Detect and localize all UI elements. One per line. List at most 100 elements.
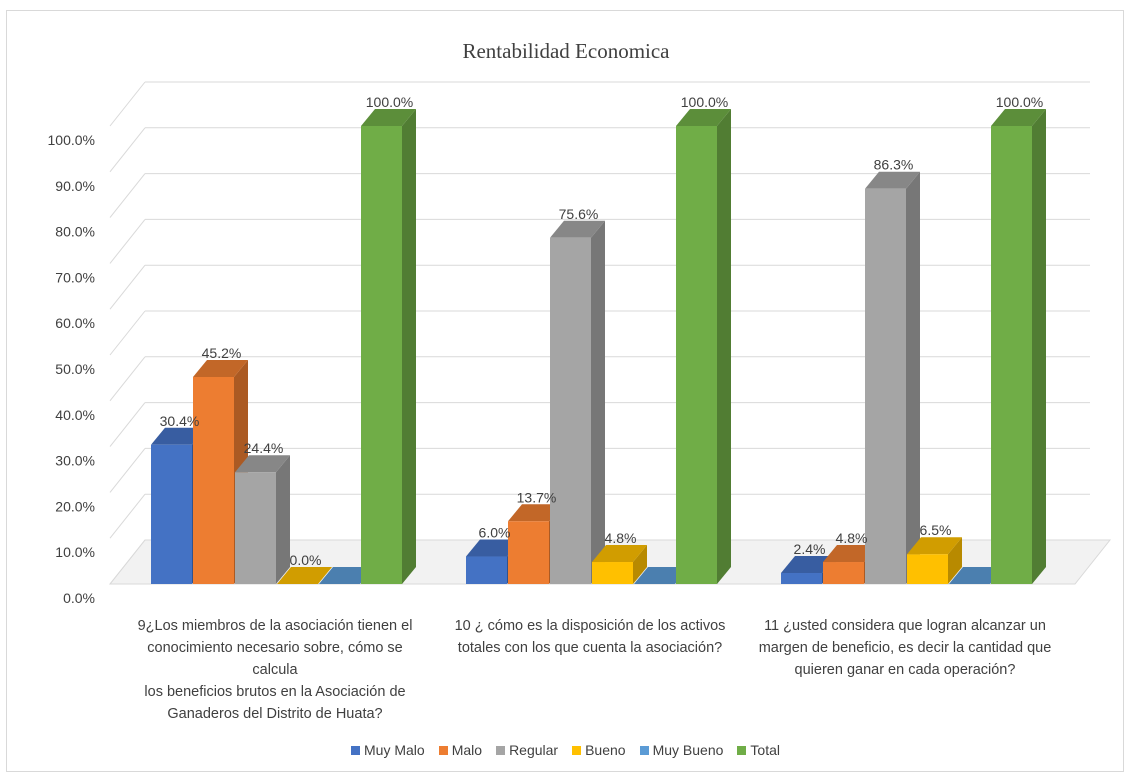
data-label: 100.0% [681, 94, 728, 110]
legend-item: Total [737, 742, 780, 758]
bar-side [276, 455, 290, 584]
bar-top [550, 220, 605, 238]
bar-top [151, 427, 206, 445]
x-category-label-line: totales con los que cuenta la asociación… [457, 640, 723, 656]
data-label: 4.8% [836, 530, 868, 546]
legend-label: Bueno [585, 742, 626, 758]
bar-top [949, 567, 1004, 584]
gridline-side [109, 493, 146, 539]
data-label: 2.4% [794, 541, 826, 557]
bar-front [466, 556, 507, 584]
chart-title: Rentabilidad Economica [462, 39, 670, 63]
x-category-label-line: 10 ¿ cómo es la disposición de los activ… [454, 618, 726, 634]
legend-swatch [496, 745, 506, 755]
gridline-side [109, 448, 146, 493]
y-tick-label: 10.0% [55, 544, 95, 560]
bar-front [550, 237, 591, 584]
legend-label: Malo [451, 742, 483, 758]
bar-side [717, 109, 731, 584]
bar-top [592, 545, 647, 563]
data-label: 13.7% [517, 489, 557, 505]
bar [865, 171, 920, 584]
bar-side [402, 109, 416, 584]
data-label: 6.0% [479, 525, 511, 541]
data-label: 0.0% [290, 552, 322, 568]
bar-top [781, 556, 836, 574]
bar-front [361, 126, 402, 584]
bar-top [823, 545, 878, 563]
legend-swatch [737, 745, 747, 755]
bar-side [948, 537, 962, 584]
legend-swatch [438, 745, 448, 755]
bar-side [906, 171, 920, 584]
bar-top [235, 455, 290, 473]
x-category-label-line: conocimiento necesario sobre, cómo se ca… [147, 640, 403, 678]
bar-top [676, 109, 731, 126]
gridline-side [109, 402, 146, 447]
bar-front [781, 573, 822, 584]
bar-top [907, 537, 962, 555]
bar [634, 567, 689, 584]
bar-top [991, 109, 1046, 126]
legend-item: Regular [496, 742, 558, 758]
legend-item: Malo [438, 742, 483, 758]
legend-label: Muy Malo [364, 742, 425, 758]
bar [235, 455, 290, 584]
gridline-side [109, 264, 146, 310]
gridline-side [109, 173, 146, 218]
y-tick-label: 60.0% [55, 315, 95, 331]
data-label: 100.0% [366, 94, 413, 110]
y-tick-label: 90.0% [55, 178, 95, 194]
bar [319, 567, 374, 584]
bar [361, 109, 416, 584]
x-category-label-line: 11 ¿usted considera que logran alcanzar … [764, 618, 1046, 634]
bar-front [193, 376, 234, 584]
data-label: 6.5% [920, 522, 952, 538]
y-tick-label: 70.0% [55, 269, 95, 285]
legend-item: Muy Bueno [639, 742, 723, 758]
data-label: 4.8% [605, 530, 637, 546]
legend-swatch [351, 745, 361, 755]
x-category-label-line: Ganaderos del Distrito de Huata? [167, 706, 383, 722]
bar-top [193, 359, 248, 377]
bar-top [319, 567, 374, 584]
bar-top [361, 109, 416, 126]
data-label: 45.2% [202, 345, 242, 361]
bar-top [865, 171, 920, 189]
y-tick-label: 40.0% [55, 407, 95, 423]
x-category-label: 9¿Los miembros de la asociación tienen e… [125, 615, 425, 725]
gridline-side [109, 219, 146, 264]
x-category-label: 10 ¿ cómo es la disposición de los activ… [440, 615, 740, 659]
gridline-side [109, 356, 146, 402]
data-label: 75.6% [559, 206, 599, 222]
y-tick-label: 0.0% [63, 590, 95, 606]
bar-front [991, 126, 1032, 584]
bar [907, 537, 962, 584]
bar [676, 109, 731, 584]
x-category-label: 11 ¿usted considera que logran alcanzar … [755, 615, 1055, 681]
gridline-side [109, 310, 146, 356]
y-tick-label: 30.0% [55, 453, 95, 469]
legend: Muy Malo Malo Regular Bueno Muy Bueno Total [0, 742, 1131, 758]
bar-front [676, 126, 717, 584]
bar-front [823, 562, 864, 584]
data-label: 30.4% [160, 413, 200, 429]
bar-front [907, 554, 948, 584]
bar [991, 109, 1046, 584]
bar-front [235, 472, 276, 584]
bar-top [508, 504, 563, 522]
data-label: 24.4% [244, 440, 284, 456]
x-category-label-line: margen de beneficio, es decir la cantida… [758, 640, 1052, 656]
bar-side [591, 220, 605, 584]
y-tick-label: 100.0% [48, 132, 95, 148]
x-category-label-line: los beneficios brutos en la Asociación d… [144, 684, 406, 700]
gridline-side [109, 539, 146, 585]
bar [277, 567, 332, 584]
bar-front [151, 444, 192, 584]
bar [550, 220, 605, 584]
bar-side [1032, 109, 1046, 584]
legend-item: Bueno [572, 742, 626, 758]
bar [949, 567, 1004, 584]
gridline-side [109, 127, 146, 173]
legend-swatch [639, 745, 649, 755]
